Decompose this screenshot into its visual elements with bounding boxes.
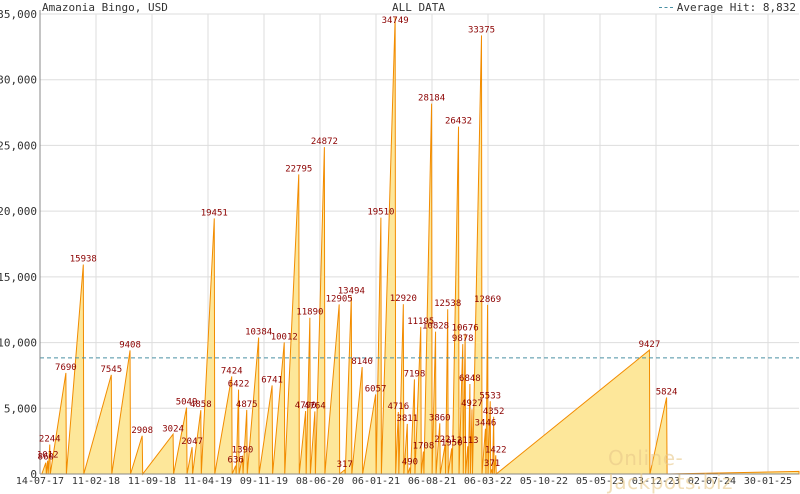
peak-value-label: 1012 — [37, 451, 59, 461]
peak-value-label: 4790 — [295, 401, 317, 411]
peak-value-label: 4927 — [461, 399, 483, 409]
x-tick-label: 06-01-21 — [352, 476, 400, 487]
peak-value-label: 9427 — [639, 340, 661, 350]
peak-value-label: 10676 — [452, 324, 479, 334]
x-tick-label: 06-03-22 — [464, 476, 512, 487]
average-hit-legend: Average Hit: 8,832 — [658, 1, 796, 14]
peak-value-label: 5049 — [176, 398, 198, 408]
peak-value-label: 28184 — [418, 94, 445, 104]
peak-value-label: 10384 — [245, 328, 272, 338]
peak-value-label: 9408 — [119, 340, 141, 350]
peak-value-label: 12920 — [390, 294, 417, 304]
peak-value-label: 2908 — [131, 426, 153, 436]
peak-value-label: 317 — [337, 460, 353, 470]
peak-value-label: 5824 — [656, 387, 678, 397]
peak-value-label: 6848 — [459, 374, 481, 384]
peak-value-label: 22795 — [285, 164, 312, 174]
jackpot-area-series — [41, 17, 800, 476]
peak-value-label: 5533 — [479, 391, 501, 401]
peak-value-label: 33375 — [468, 25, 495, 35]
peak-value-label: 4858 — [190, 400, 212, 410]
peak-value-label: 6057 — [365, 384, 387, 394]
x-tick-label: 05-05-23 — [576, 476, 624, 487]
y-tick-label: 30,000 — [0, 74, 37, 87]
watermark: Online-Jackpots.biz — [608, 446, 734, 494]
peak-value-label: 3860 — [429, 413, 451, 423]
peak-value-label: 19510 — [367, 208, 394, 218]
y-tick-label: 20,000 — [0, 205, 37, 218]
peak-value-label: 8140 — [351, 357, 373, 367]
x-tick-label: 08-06-20 — [296, 476, 344, 487]
peak-value-label: 7545 — [100, 365, 122, 375]
peak-value-label: 7198 — [404, 369, 426, 379]
peak-value-label: 9878 — [452, 334, 474, 344]
peak-value-label: 15938 — [70, 255, 97, 265]
y-tick-label: 5,000 — [4, 402, 37, 415]
peak-value-label: 3811 — [396, 414, 418, 424]
x-tick-label: 14-07-17 — [16, 476, 64, 487]
peak-value-label: 4875 — [236, 400, 258, 410]
peak-value-label: 4716 — [387, 402, 409, 412]
peak-value-label: 2221 — [434, 435, 456, 445]
peak-value-label: 2113 — [457, 436, 479, 446]
average-hit-legend-label: Average Hit: 8,832 — [676, 1, 796, 14]
peak-value-label: 26432 — [445, 117, 472, 127]
peak-value-label: 12869 — [474, 295, 501, 305]
peak-value-label: 7424 — [221, 366, 243, 376]
x-tick-label: 03-12-23 — [632, 476, 680, 487]
peak-value-label: 6741 — [261, 375, 283, 385]
peak-value-label: 10012 — [271, 332, 298, 342]
x-tick-label: 06-08-21 — [408, 476, 456, 487]
average-line-swatch — [658, 7, 673, 8]
peak-value-label: 13494 — [338, 287, 365, 297]
data-range-label: ALL DATA — [392, 1, 445, 14]
peak-value-label: 11195 — [407, 317, 434, 327]
peak-value-label: 1950 — [441, 438, 463, 448]
peak-value-label: 34749 — [382, 16, 409, 26]
peak-value-label: 12905 — [326, 294, 353, 304]
x-tick-label: 11-09-18 — [128, 476, 176, 487]
y-tick-label: 15,000 — [0, 271, 37, 284]
peak-value-label: 3024 — [162, 424, 184, 434]
peak-value-label: 2047 — [181, 437, 203, 447]
y-tick-label: 35,000 — [0, 8, 37, 21]
peak-value-label: 6422 — [228, 380, 250, 390]
x-tick-label: 02-07-24 — [688, 476, 736, 487]
peak-value-label: 490 — [402, 458, 418, 468]
jackpot-area — [41, 17, 800, 476]
y-tick-label: 0 — [30, 468, 37, 481]
peak-value-label: 3446 — [475, 419, 497, 429]
peak-value-label: 1708 — [413, 442, 435, 452]
peak-value-label: 1390 — [232, 446, 254, 456]
axes: 0 5,000 10,000 15,000 20,000 25,000 30,000 35,0… — [0, 8, 799, 487]
y-tick-label: 10,000 — [0, 337, 37, 350]
x-tick-label: 30-01-25 — [744, 476, 792, 487]
x-tick-label: 09-11-19 — [240, 476, 288, 487]
peak-value-label: 4764 — [304, 401, 326, 411]
peak-value-label: 4352 — [483, 407, 505, 417]
x-tick-label: 05-10-22 — [520, 476, 568, 487]
peak-value-label: 19451 — [201, 208, 228, 218]
x-tick-label: 11-02-18 — [72, 476, 120, 487]
peak-value-label: 636 — [228, 456, 244, 466]
peak-value-label: 24872 — [311, 137, 338, 147]
peak-value-label: 1422 — [485, 445, 507, 455]
peak-value-label: 2244 — [39, 435, 61, 445]
peak-value-label: 7690 — [55, 363, 77, 373]
peak-value-label: 10828 — [422, 322, 449, 332]
y-tick-label: 25,000 — [0, 139, 37, 152]
peak-value-label: 11890 — [296, 308, 323, 318]
peak-value-label: 371 — [484, 459, 500, 469]
x-tick-label: 11-04-19 — [184, 476, 232, 487]
chart-title: Amazonia Bingo, USD — [42, 1, 168, 14]
peak-value-label: 12538 — [434, 299, 461, 309]
peak-value-label: 860 — [38, 453, 54, 463]
